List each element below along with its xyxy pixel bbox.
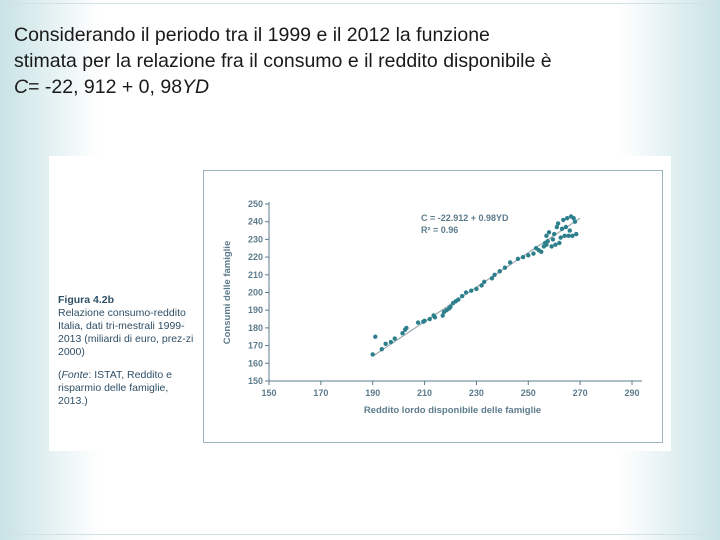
- data-points: [370, 214, 579, 357]
- data-point: [440, 313, 445, 318]
- data-point: [479, 283, 484, 288]
- figure-image: Figura 4.2b Relazione consumo-reddito It…: [49, 156, 671, 451]
- y-tick-label: 230: [248, 234, 263, 244]
- y-tick-label: 220: [248, 252, 263, 262]
- data-point: [553, 242, 558, 247]
- y-axis: 150 160 170 180 190 200 210 220 230 240 250: [248, 199, 270, 386]
- data-point: [562, 233, 567, 239]
- y-tick-label: 200: [248, 288, 263, 298]
- data-point: [549, 244, 554, 249]
- data-point: [507, 260, 513, 265]
- x-tick-label: 250: [521, 388, 536, 398]
- data-point: [539, 249, 544, 254]
- x-tick-label: 290: [624, 388, 639, 398]
- data-point: [379, 346, 384, 352]
- formula-body: = -22, 912 + 0, 98: [28, 76, 183, 98]
- y-tick-label: 160: [248, 358, 263, 368]
- data-point: [557, 240, 562, 246]
- data-point: [545, 238, 550, 244]
- x-tick-label: 190: [365, 388, 380, 398]
- data-point: [492, 272, 497, 277]
- data-point: [561, 217, 566, 223]
- data-point: [459, 293, 465, 299]
- caption-spacer: [58, 359, 198, 369]
- regression-equation: C = -22.912 + 0.98YD: [421, 213, 509, 223]
- data-point: [558, 235, 563, 240]
- data-point: [502, 265, 508, 270]
- slide-body-text: Considerando il periodo tra il 1999 e il…: [14, 22, 704, 100]
- figure-number: Figura 4.2b: [58, 294, 115, 306]
- x-axis: 150 170 190 210 230 250 270 290: [261, 380, 642, 398]
- data-point: [563, 224, 569, 230]
- source-text: : ISTAT, Reddito e risparmio delle famig…: [58, 369, 173, 407]
- data-point: [482, 279, 487, 285]
- data-point: [515, 256, 521, 262]
- x-tick-label: 210: [417, 388, 432, 398]
- data-point: [544, 242, 549, 247]
- data-point: [555, 221, 561, 226]
- data-point: [489, 276, 495, 281]
- source-open-paren: (: [58, 369, 62, 381]
- y-tick-label: 250: [248, 199, 263, 209]
- formula-var-c: C: [14, 76, 29, 98]
- x-tick-label: 170: [313, 388, 328, 398]
- y-tick-label: 150: [248, 376, 263, 386]
- data-point: [422, 318, 427, 324]
- y-tick-label: 210: [248, 270, 263, 280]
- data-point: [572, 219, 578, 224]
- data-point: [567, 228, 572, 233]
- slide-text-line-1: Considerando il periodo tra il 1999 e il…: [14, 24, 490, 46]
- y-axis-label: Consumi delle famiglie: [222, 241, 233, 344]
- y-tick-label: 190: [248, 305, 263, 315]
- y-tick-label: 240: [248, 217, 263, 227]
- chart-panel: 150 160 170 180 190 200 210 220 230 240 250 150 170…: [203, 170, 663, 443]
- formula-var-yd: YD: [182, 76, 210, 98]
- data-point: [554, 224, 560, 230]
- data-point: [559, 226, 565, 231]
- r-squared-label: R² = 0.96: [421, 225, 458, 235]
- data-point: [564, 215, 570, 221]
- data-point: [373, 334, 378, 339]
- data-point: [474, 286, 479, 292]
- slide-formula-line: C= -22, 912 + 0, 98YD: [14, 74, 704, 100]
- x-tick-label: 230: [469, 388, 484, 398]
- data-point: [526, 253, 531, 258]
- figure-caption: Figura 4.2b Relazione consumo-reddito It…: [58, 294, 198, 408]
- data-point: [574, 231, 579, 237]
- data-point: [552, 231, 557, 237]
- data-point: [520, 254, 526, 260]
- slide-text-line-2: stimata per la relazione fra il consumo …: [14, 50, 552, 72]
- y-tick-label: 180: [248, 323, 263, 333]
- data-point: [415, 320, 421, 325]
- data-point: [463, 290, 469, 295]
- data-point: [404, 325, 409, 331]
- data-point: [566, 233, 571, 239]
- data-point: [531, 251, 536, 256]
- data-point: [448, 304, 453, 309]
- x-tick-label: 270: [573, 388, 588, 398]
- data-point: [550, 237, 556, 242]
- data-point: [388, 339, 394, 345]
- data-point: [546, 230, 552, 235]
- data-point: [469, 288, 474, 293]
- scatter-chart: 150 160 170 180 190 200 210 220 230 240 250 150 170…: [222, 199, 642, 416]
- source-label: Fonte: [61, 369, 89, 381]
- data-point: [400, 331, 405, 336]
- x-axis-label: Reddito lordo disponibile delle famiglie: [364, 405, 541, 416]
- data-point: [544, 233, 549, 239]
- figure-source: (Fonte: ISTAT, Reddito e risparmio delle…: [58, 369, 198, 408]
- data-point: [370, 352, 375, 357]
- data-point: [383, 341, 388, 347]
- data-point: [571, 215, 576, 221]
- y-tick-label: 170: [248, 341, 263, 351]
- data-point: [432, 315, 438, 320]
- data-point: [497, 269, 502, 274]
- figure-description: Relazione consumo-reddito Italia, dati t…: [58, 307, 194, 358]
- data-point: [427, 316, 432, 322]
- data-point: [392, 336, 397, 341]
- data-point: [456, 297, 461, 302]
- data-point: [570, 233, 575, 239]
- x-tick-label: 150: [261, 388, 276, 398]
